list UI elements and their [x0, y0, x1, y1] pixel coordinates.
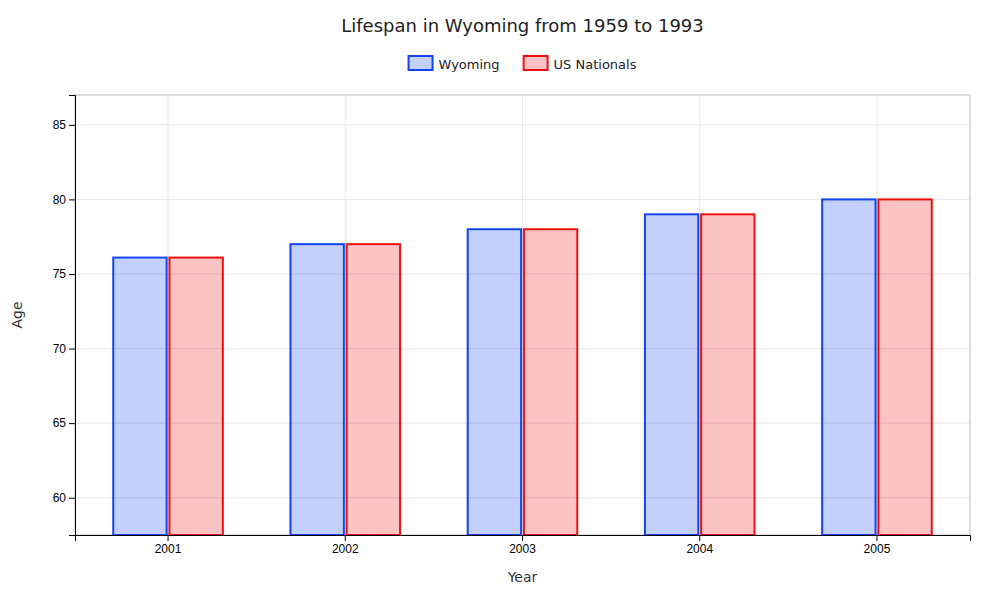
- y-tick-label: 65: [53, 416, 67, 430]
- grid-line-x: [699, 95, 700, 535]
- bar: [878, 199, 931, 535]
- x-axis-title: Year: [507, 569, 538, 585]
- plot-area: 2001 2002 2003 2004 2005 60 65 70 75 80 85: [53, 95, 971, 556]
- x-tick-label: 2002: [332, 542, 359, 556]
- bar: [290, 244, 343, 535]
- y-tick-mark: [69, 125, 75, 126]
- x-tick: 2001: [155, 535, 182, 556]
- y-tick-mark: [69, 498, 75, 499]
- y-tick-mark: [69, 274, 75, 275]
- x-axis-line: [76, 536, 971, 542]
- plot-frame: [75, 95, 970, 535]
- y-tick-label: 75: [53, 267, 67, 281]
- bar-series: [169, 199, 931, 535]
- grid-line-x: [522, 95, 523, 535]
- grid-line-x: [345, 95, 346, 535]
- x-tick-label: 2001: [155, 542, 182, 556]
- bar: [468, 229, 521, 535]
- y-axis-line: [69, 96, 76, 536]
- y-axis: 60 65 70 75 80 85: [53, 96, 76, 536]
- grid-line-x: [168, 95, 169, 535]
- legend-label: US Nationals: [554, 57, 637, 72]
- y-tick-mark: [69, 349, 75, 350]
- bar: [347, 244, 400, 535]
- x-tick-mark: [522, 535, 523, 541]
- bar: [645, 214, 698, 535]
- x-tick-label: 2004: [686, 542, 713, 556]
- x-tick: 2003: [509, 535, 536, 556]
- chart: 2001 2002 2003 2004 2005 60 65 70 75 80 85 Lifespan…: [0, 0, 1000, 600]
- bar: [822, 199, 875, 535]
- x-tick: 2002: [332, 535, 359, 556]
- bar: [701, 214, 754, 535]
- y-tick-label: 85: [53, 118, 67, 132]
- y-axis-title: Age: [9, 301, 25, 328]
- x-tick: 2004: [686, 535, 713, 556]
- y-tick-label: 80: [53, 193, 67, 207]
- y-tick-label: 70: [53, 342, 67, 356]
- y-tick: 85: [53, 118, 75, 132]
- x-tick-label: 2005: [864, 542, 891, 556]
- y-tick: 80: [53, 193, 75, 207]
- legend: Wyoming US Nationals: [409, 56, 637, 72]
- grid: [75, 95, 970, 535]
- x-axis: 2001 2002 2003 2004 2005: [76, 535, 971, 556]
- bar-series: [113, 199, 875, 535]
- legend-item: US Nationals: [524, 56, 637, 72]
- x-tick-mark: [699, 535, 700, 541]
- y-tick-label: 60: [53, 491, 67, 505]
- legend-swatch: [409, 56, 433, 70]
- y-tick-mark: [69, 199, 75, 200]
- x-tick: 2005: [864, 535, 891, 556]
- x-tick-mark: [876, 535, 877, 541]
- bar: [169, 258, 222, 535]
- legend-label: Wyoming: [439, 57, 500, 72]
- bars: [113, 199, 931, 535]
- legend-item: Wyoming: [409, 56, 500, 72]
- bar: [524, 229, 577, 535]
- title: Lifespan in Wyoming from 1959 to 1993: [341, 15, 704, 36]
- x-tick-mark: [168, 535, 169, 541]
- y-tick-mark: [69, 423, 75, 424]
- y-tick: 65: [53, 416, 75, 430]
- y-tick: 60: [53, 491, 75, 505]
- y-tick: 70: [53, 342, 75, 356]
- x-tick-label: 2003: [509, 542, 536, 556]
- bar: [113, 258, 166, 535]
- grid-line-x: [876, 95, 877, 535]
- x-tick-mark: [345, 535, 346, 541]
- y-tick: 75: [53, 267, 75, 281]
- legend-swatch: [524, 56, 548, 70]
